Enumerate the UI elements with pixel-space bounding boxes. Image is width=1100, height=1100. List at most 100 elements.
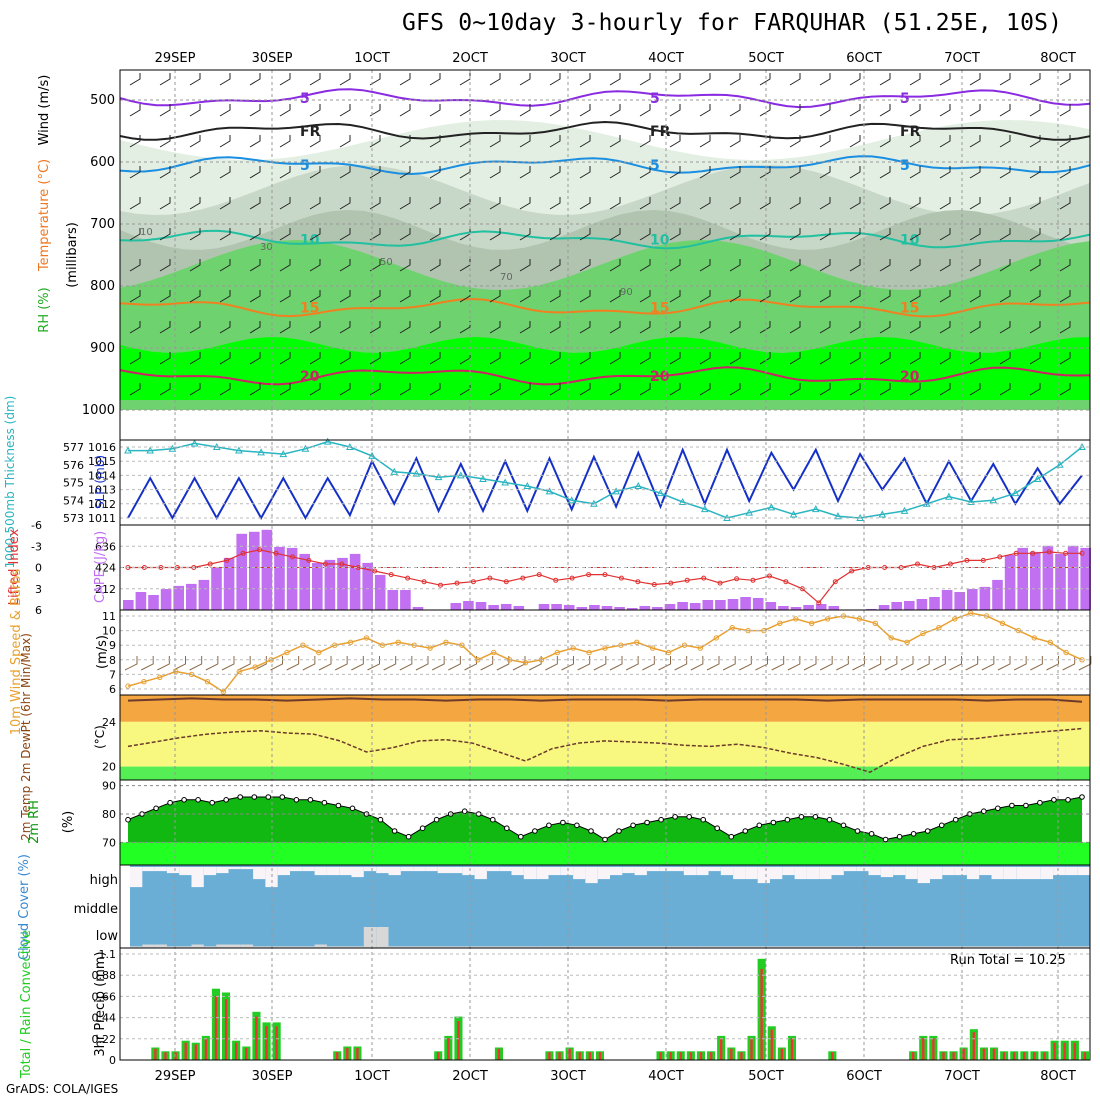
isotherm-label: 10 [900,233,920,249]
cloud-low-bar [314,944,327,948]
wind-barb-10m [512,656,526,671]
wind-barb-10m [674,656,688,671]
li-point [618,575,624,581]
thickness-point [257,448,265,456]
li-point [487,575,493,581]
wind-barb-10m [965,656,979,671]
thickness-point [368,451,376,459]
thickness-point [567,496,576,504]
wind-barb-10m [658,656,671,671]
wind-barb [879,135,891,148]
precip-conv-bar [164,1052,167,1060]
cloud-low-bar [142,944,155,948]
wind-barb [519,135,531,148]
cloud-level-label: middle [74,902,118,917]
rh-point [504,825,510,832]
wind-barb [969,383,981,396]
cloud-low-bar [536,946,549,949]
wind-unit-label: (m/s) [95,635,110,669]
wind-barb [309,259,321,272]
thickness-point [789,510,798,518]
wind-barb [219,104,231,117]
x-tick-label-bottom: 2OCT [452,1069,488,1084]
cape-bar [500,604,512,610]
wind-barb-10m [690,656,704,671]
wind-barb-10m [270,656,283,671]
wind-speed-point [809,620,815,626]
rh-point [938,822,945,829]
wind-barb [849,166,861,179]
cloud-high-gap [191,867,204,888]
cape-bar [349,553,361,610]
wind-barb [969,135,981,148]
cloud-high-gap [548,867,561,876]
li-point [849,568,855,574]
li-point [536,572,542,578]
cloud-high-gap [856,867,869,872]
wind-barb-10m [545,656,558,671]
li-point [438,582,443,588]
wind-barb-10m [900,656,914,671]
rh-point [251,794,258,800]
li-point [224,557,230,563]
wind-barb [279,383,291,396]
cloud-low-bar [819,946,832,949]
cloud-high-gap [425,867,438,872]
wind-barb [519,104,531,117]
isotherm-line [119,366,1091,386]
thickness-point [323,437,332,445]
wind-barb [1059,73,1071,86]
slp-tick-label: 1016 [88,441,116,454]
wind-barb [699,290,711,303]
cape-bar [992,579,1003,610]
cloud-low-bar [548,946,561,949]
pressure-tick-label: 700 [90,217,115,232]
rh-point [672,814,678,820]
cloud-low-bar [290,946,303,949]
wind-barb [519,321,531,334]
cloud-high-gap [659,867,672,872]
wind-speed-point [586,649,592,656]
wind-barb [759,135,771,148]
wind-barb [669,352,681,365]
cloud-high-gap [486,867,500,872]
li-point [586,572,592,578]
cloud-high-gap [277,867,290,876]
wind-barb [159,352,171,365]
isotherm-label: 15 [300,301,319,317]
wind-speed-point [443,639,449,645]
wind-barb [999,352,1011,365]
wind-speed-point [856,616,863,622]
wind-barb-10m [189,656,203,671]
wind-barb [879,197,891,210]
rh-point [588,828,594,834]
cloud-high-gap [253,867,266,880]
wind-barb [999,135,1011,148]
li-point [1063,550,1069,556]
rh-point [854,828,861,834]
cape-bar [626,608,638,610]
wind-barb [939,135,951,148]
wind-barb [909,73,921,86]
wind-barb [729,166,741,179]
rh-point [279,794,286,800]
wind-barb [729,197,741,210]
precip-conv-bar [224,999,228,1060]
rh-point [1009,802,1015,809]
li-point [1079,550,1085,556]
wind-barb [639,383,651,396]
wind-barb [819,383,831,396]
wind-speed-point [697,645,704,651]
wind-barb [729,321,741,334]
cloud-high-gap [917,867,930,884]
wind-barb [549,228,561,241]
wind-barb [249,321,261,334]
cloud-high-gap [610,867,623,876]
precip-conv-bar [275,1026,278,1060]
wind-speed-point [602,645,608,651]
legend-rh: RH (%) [37,287,52,332]
cloud-low-bar [720,946,734,949]
cloud-high-gap [843,867,857,872]
cloud-low-bar [339,946,352,949]
